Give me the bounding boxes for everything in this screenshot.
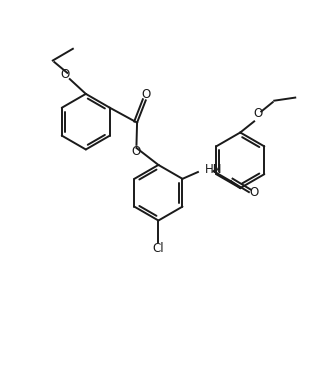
Text: O: O — [142, 88, 151, 101]
Text: O: O — [60, 68, 69, 81]
Text: O: O — [132, 145, 141, 158]
Text: Cl: Cl — [152, 242, 164, 255]
Text: O: O — [254, 107, 263, 121]
Text: HN: HN — [205, 163, 222, 176]
Text: O: O — [250, 186, 259, 199]
